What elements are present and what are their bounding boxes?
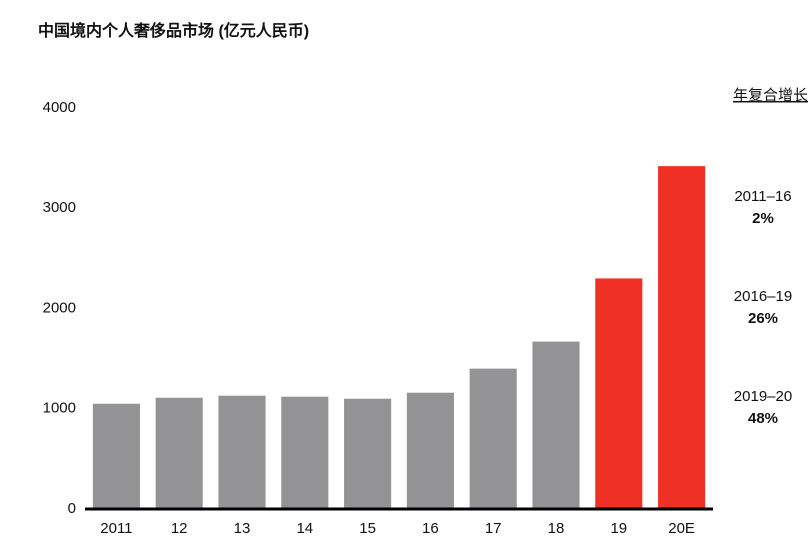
bar	[344, 398, 392, 509]
y-tick-label: 3000	[43, 199, 76, 216]
x-tick-label: 2011	[100, 520, 132, 537]
bar	[218, 395, 266, 509]
x-tick-label: 15	[359, 520, 376, 537]
annotation-period: 2016–19	[734, 288, 792, 305]
x-tick-label: 16	[422, 520, 439, 537]
annotation-rate: 2%	[752, 210, 774, 227]
x-tick-label: 13	[234, 520, 251, 537]
bar	[532, 341, 580, 509]
chart-title: 中国境内个人奢侈品市场 (亿元人民币)	[38, 21, 309, 40]
annotation-period: 2011–16	[734, 188, 791, 205]
bar	[595, 278, 643, 509]
x-tick-label: 12	[171, 520, 188, 537]
y-tick-label: 1000	[43, 400, 76, 417]
y-tick-label: 2000	[43, 299, 76, 316]
bar	[155, 397, 203, 509]
bar	[406, 392, 454, 509]
y-tick-label: 4000	[43, 99, 76, 116]
bar	[469, 368, 517, 509]
annotation-rate: 48%	[748, 410, 778, 427]
bar	[92, 403, 140, 509]
x-tick-label: 19	[610, 520, 627, 537]
x-tick-label: 17	[485, 520, 502, 537]
bar	[281, 396, 329, 509]
x-tick-label: 14	[296, 520, 313, 537]
x-tick-label: 18	[548, 520, 565, 537]
x-tick-label: 20E	[668, 520, 695, 537]
bar	[658, 166, 706, 509]
annotation-period: 2019–20	[734, 388, 792, 405]
annotation-title: 年复合增长	[733, 86, 808, 104]
y-tick-label: 0	[68, 500, 76, 517]
annotation-rate: 26%	[748, 310, 778, 327]
